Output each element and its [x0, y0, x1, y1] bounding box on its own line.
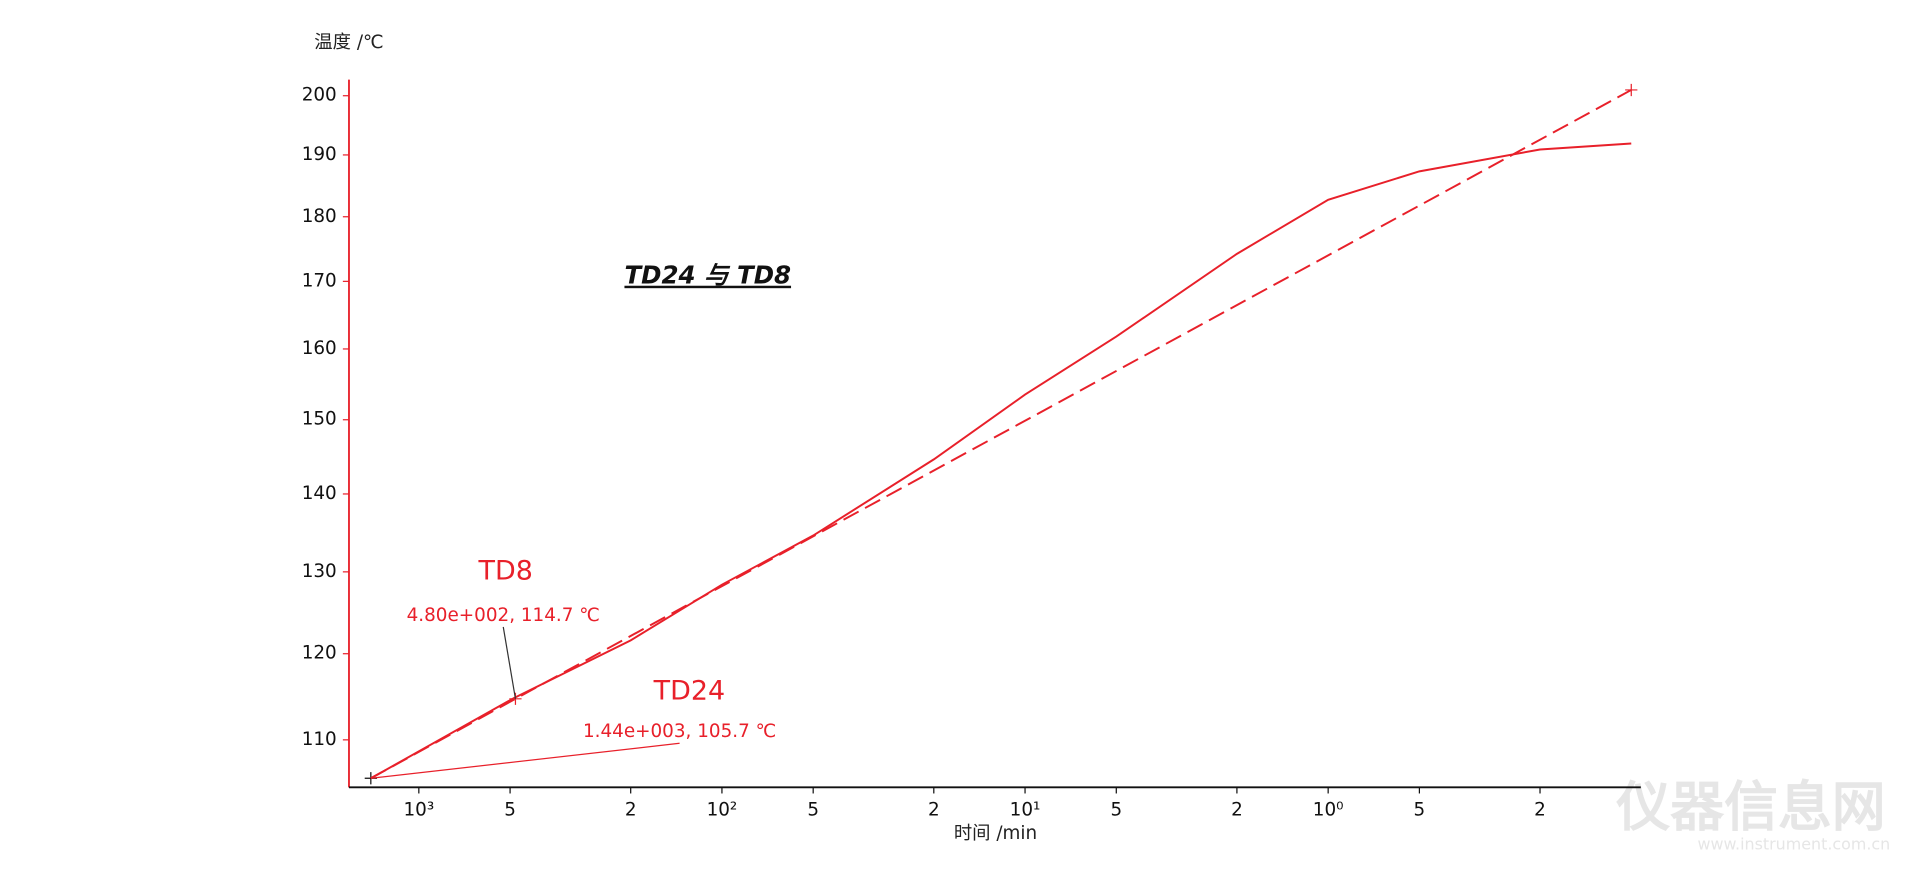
y-tick-label: 150	[302, 409, 337, 430]
y-axis-label: 温度 /℃	[314, 32, 383, 53]
series-line	[370, 142, 1632, 780]
annotation: 1.44e+003, 105.7 ℃	[583, 721, 776, 742]
y-tick-label: 180	[302, 206, 337, 227]
y-tick-label: 140	[302, 483, 337, 504]
x-tick-label: 10¹	[1010, 800, 1041, 821]
y-tick-label: 130	[302, 561, 337, 582]
x-tick-label: 5	[504, 800, 516, 821]
x-tick-label: 5	[1110, 800, 1122, 821]
x-axis-label: 时间 /min	[954, 823, 1037, 844]
x-tick-label: 10⁰	[1313, 800, 1344, 821]
x-tick-label: 2	[1231, 800, 1243, 821]
y-tick-label: 190	[302, 144, 337, 165]
x-tick-label: 10³	[403, 800, 434, 821]
chart-title: TD24 与 TD8	[624, 261, 791, 290]
annotation-leader	[370, 742, 680, 779]
y-tick-label: 170	[302, 270, 337, 291]
y-tick-label: 120	[302, 643, 337, 664]
y-tick-label: 160	[302, 338, 337, 359]
watermark: 仪器信息网	[1615, 775, 1885, 838]
x-tick-label: 5	[807, 800, 819, 821]
annotation-leader	[502, 626, 517, 699]
x-tick-label: 2	[928, 800, 940, 821]
annotation: TD24	[653, 675, 725, 706]
y-tick-label: 110	[302, 729, 337, 750]
y-tick-label: 200	[302, 85, 337, 106]
x-tick-label: 5	[1414, 800, 1426, 821]
x-tick-label: 10²	[707, 800, 738, 821]
annotation: 4.80e+002, 114.7 ℃	[407, 605, 600, 626]
watermark-url: www.instrument.com.cn	[1697, 834, 1890, 853]
point-marker	[1625, 83, 1638, 97]
x-tick-label: 2	[625, 800, 637, 821]
annotation: TD8	[478, 555, 533, 586]
x-tick-label: 2	[1534, 800, 1546, 821]
